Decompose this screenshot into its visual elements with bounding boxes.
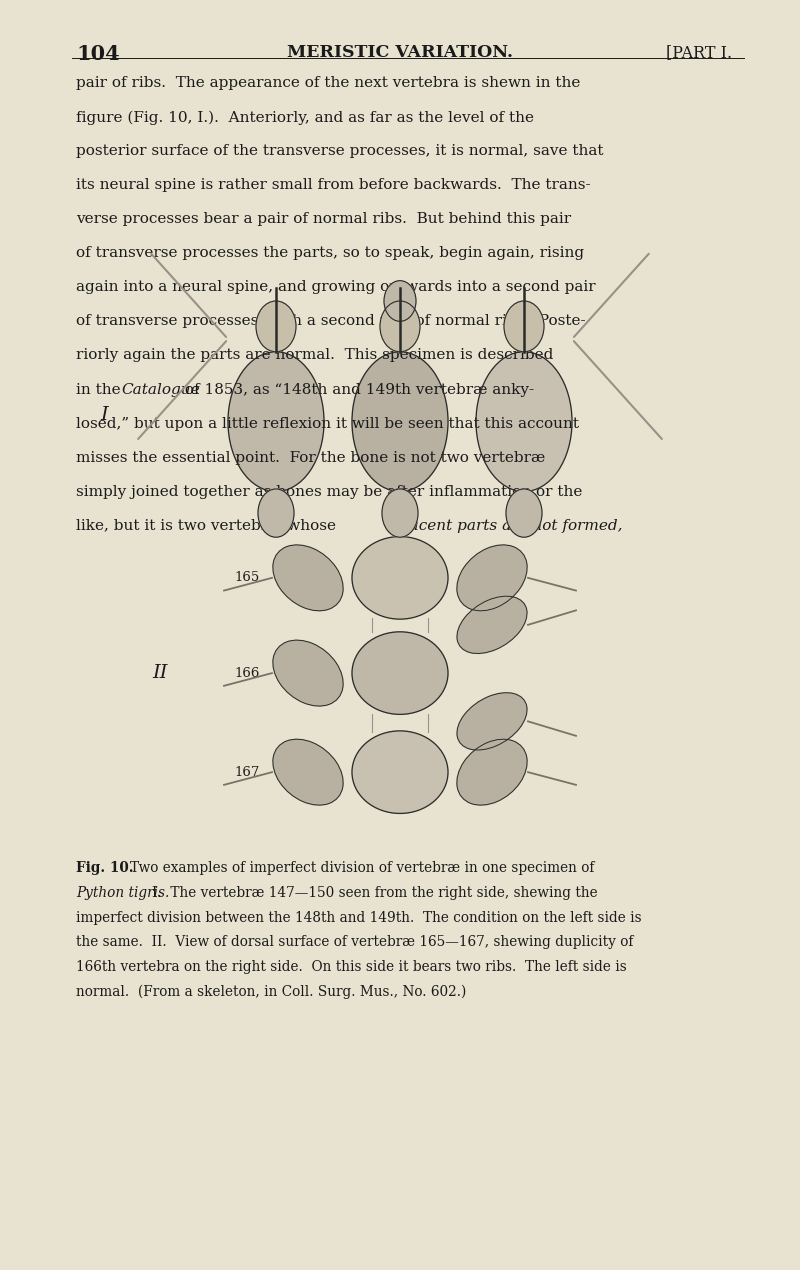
Text: II: II [152, 664, 167, 682]
Ellipse shape [273, 640, 343, 706]
Text: of 1853, as “148th and 149th vertebræ anky-: of 1853, as “148th and 149th vertebræ an… [180, 382, 534, 396]
Text: of transverse processes, with a second pair of normal ribs.  Poste-: of transverse processes, with a second p… [76, 315, 586, 329]
Text: riorly again the parts are normal.  This specimen is described: riorly again the parts are normal. This … [76, 348, 554, 362]
Text: 104: 104 [76, 44, 120, 65]
Text: Python tigris.: Python tigris. [76, 886, 170, 900]
Ellipse shape [228, 352, 324, 491]
Ellipse shape [382, 489, 418, 537]
Text: in the: in the [76, 382, 126, 396]
Ellipse shape [352, 632, 448, 714]
Ellipse shape [273, 545, 343, 611]
Text: 167: 167 [234, 766, 260, 779]
Text: simply joined together as bones may be after inflammation or the: simply joined together as bones may be a… [76, 485, 582, 499]
Text: Catalogue: Catalogue [122, 382, 200, 396]
Ellipse shape [273, 739, 343, 805]
Ellipse shape [457, 596, 527, 654]
Text: normal.  (From a skeleton, in Coll. Surg. Mus., No. 602.): normal. (From a skeleton, in Coll. Surg.… [76, 986, 466, 999]
Ellipse shape [504, 301, 544, 352]
Text: Fig. 10.: Fig. 10. [76, 861, 134, 875]
Text: pair of ribs.  The appearance of the next vertebra is shewn in the: pair of ribs. The appearance of the next… [76, 76, 580, 90]
Ellipse shape [506, 489, 542, 537]
Ellipse shape [384, 281, 416, 321]
Text: 166th vertebra on the right side.  On this side it bears two ribs.  The left sid: 166th vertebra on the right side. On thi… [76, 960, 626, 974]
Text: adjacent parts are not formed,: adjacent parts are not formed, [386, 518, 622, 532]
Text: like, but it is two vertebræ whose: like, but it is two vertebræ whose [76, 518, 341, 532]
Text: its neural spine is rather small from before backwards.  The trans-: its neural spine is rather small from be… [76, 178, 590, 192]
Ellipse shape [256, 301, 296, 352]
Text: I.  The vertebræ 147—150 seen from the right side, shewing the: I. The vertebræ 147—150 seen from the ri… [152, 886, 598, 900]
Text: I: I [100, 406, 108, 424]
Text: again into a neural spine, and growing outwards into a second pair: again into a neural spine, and growing o… [76, 281, 596, 295]
Ellipse shape [380, 301, 420, 352]
Text: [PART I.: [PART I. [666, 44, 732, 61]
Ellipse shape [258, 489, 294, 537]
Ellipse shape [352, 352, 448, 491]
Text: the same.  II.  View of dorsal surface of vertebræ 165—167, shewing duplicity of: the same. II. View of dorsal surface of … [76, 935, 634, 950]
Text: MERISTIC VARIATION.: MERISTIC VARIATION. [287, 44, 513, 61]
Ellipse shape [352, 537, 448, 620]
Text: 165: 165 [234, 572, 260, 584]
Ellipse shape [457, 692, 527, 751]
Text: figure (Fig. 10, I.).  Anteriorly, and as far as the level of the: figure (Fig. 10, I.). Anteriorly, and as… [76, 110, 534, 124]
Text: verse processes bear a pair of normal ribs.  But behind this pair: verse processes bear a pair of normal ri… [76, 212, 571, 226]
Text: of transverse processes the parts, so to speak, begin again, rising: of transverse processes the parts, so to… [76, 246, 584, 260]
Ellipse shape [352, 732, 448, 814]
Text: posterior surface of the transverse processes, it is normal, save that: posterior surface of the transverse proc… [76, 145, 603, 159]
Ellipse shape [457, 739, 527, 805]
Text: Two examples of imperfect division of vertebræ in one specimen of: Two examples of imperfect division of ve… [130, 861, 594, 875]
Ellipse shape [476, 352, 572, 491]
Text: misses the essential point.  For the bone is not two vertebræ: misses the essential point. For the bone… [76, 451, 546, 465]
Text: imperfect division between the 148th and 149th.  The condition on the left side : imperfect division between the 148th and… [76, 911, 642, 925]
Text: losed,” but upon a little reflexion it will be seen that this account: losed,” but upon a little reflexion it w… [76, 417, 579, 431]
Text: 166: 166 [234, 667, 260, 679]
Ellipse shape [457, 545, 527, 611]
